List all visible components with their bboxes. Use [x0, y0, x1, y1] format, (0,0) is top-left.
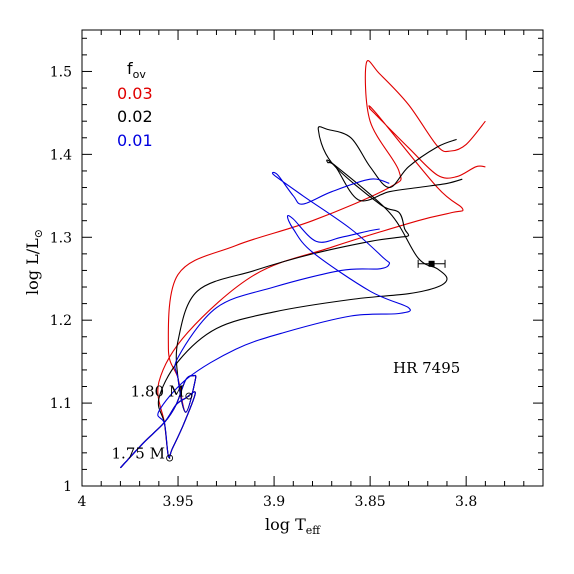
x-tick-label: 3.8: [455, 494, 477, 510]
x-axis-title: log Teff: [265, 515, 321, 537]
star-point: [428, 260, 435, 267]
track-line-5: [119, 214, 411, 469]
mass-label-1-80: 1.80 M⊙: [131, 382, 194, 402]
track-line-1: [119, 105, 486, 469]
legend-entry-2: 0.01: [117, 131, 153, 150]
legend: fov 0.03 0.02 0.01: [117, 59, 153, 150]
legend-entry-0: 0.03: [117, 84, 153, 103]
star-label: HR 7495: [393, 359, 460, 377]
legend-entry-1: 0.02: [117, 107, 153, 126]
mass-label-1-75: 1.75 M⊙: [111, 445, 174, 465]
observed-star-marker: [417, 259, 446, 268]
x-tick-label: 4: [78, 494, 87, 510]
axis-tick-labels: 4 3.95 3.9 3.85 3.8 1 1.1 1.2 1.3 1.4 1.5: [50, 64, 478, 510]
axis-ticks: [81, 30, 544, 487]
legend-title: fov: [127, 59, 146, 81]
y-tick-label: 1.1: [50, 396, 72, 412]
y-tick-label: 1.2: [50, 313, 72, 329]
y-tick-label: 1.3: [50, 230, 72, 246]
track-line-3: [119, 159, 463, 469]
x-tick-label: 3.95: [162, 494, 193, 510]
y-tick-label: 1.4: [50, 147, 72, 163]
x-tick-label: 3.9: [263, 494, 285, 510]
x-tick-label: 3.85: [355, 494, 386, 510]
track-line-4: [119, 171, 391, 469]
y-tick-label: 1: [63, 479, 72, 495]
y-tick-label: 1.5: [50, 64, 72, 80]
evolutionary-tracks: [119, 60, 486, 469]
y-axis-title: log L/L⊙: [23, 229, 45, 295]
